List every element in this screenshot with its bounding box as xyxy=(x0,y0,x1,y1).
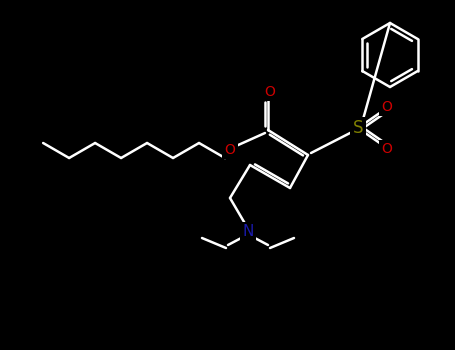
Text: O: O xyxy=(382,142,392,156)
Text: O: O xyxy=(382,100,392,114)
Text: N: N xyxy=(243,224,254,239)
Text: O: O xyxy=(264,85,275,99)
Text: S: S xyxy=(353,119,363,137)
Text: O: O xyxy=(225,143,235,157)
